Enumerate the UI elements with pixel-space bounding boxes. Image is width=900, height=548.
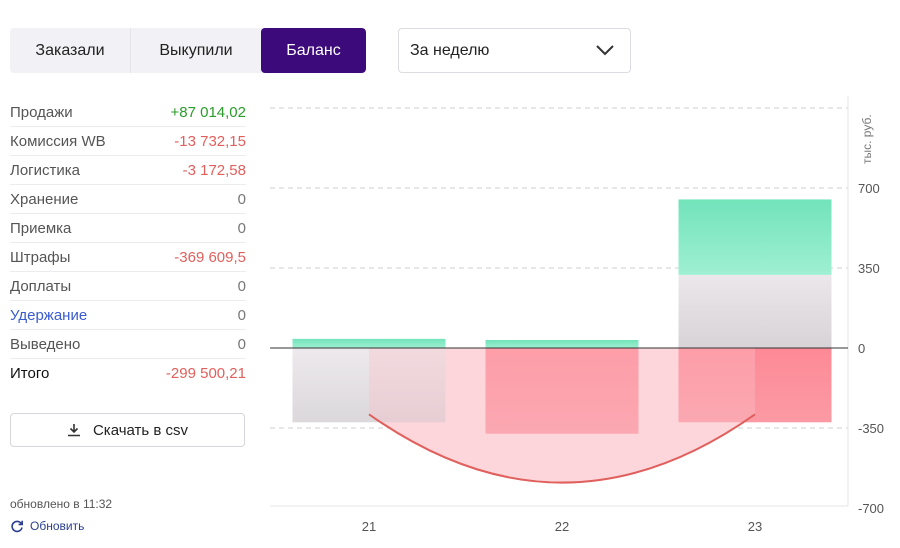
y-tick-label: -700: [858, 501, 884, 516]
y-axis-unit: тыс. руб.: [860, 108, 880, 168]
updated-time: обновлено в 11:32: [10, 497, 113, 511]
stat-value: -299 500,21: [165, 365, 246, 382]
stat-label: Выведено: [10, 335, 81, 353]
refresh-label: Обновить: [30, 519, 85, 533]
tab-bought-out[interactable]: Выкупили: [130, 28, 261, 73]
stat-value: -3 172,58: [182, 161, 246, 179]
stat-row-fines: Штрафы -369 609,5: [10, 243, 246, 272]
x-tick-label: 23: [748, 519, 762, 534]
bar-neutral: [678, 274, 832, 348]
y-axis-unit-label: тыс. руб.: [860, 114, 874, 164]
stat-value: 0: [237, 190, 246, 208]
download-csv-label: Скачать в csv: [92, 421, 189, 439]
y-tick-label: 0: [858, 341, 865, 356]
bar-positive: [292, 338, 446, 348]
stat-label: Комиссия WB: [10, 132, 106, 150]
period-select[interactable]: За неделю: [398, 28, 631, 73]
stat-label: Итого: [10, 365, 50, 382]
stat-label: Доплаты: [10, 277, 72, 295]
chevron-down-icon: [596, 45, 614, 56]
stat-value: 0: [237, 219, 246, 237]
balance-chart: 700 350 0 -350 -700 21 22 23: [270, 96, 884, 534]
view-tabs: Заказали Выкупили Баланс: [10, 28, 366, 73]
stat-label: Хранение: [10, 190, 79, 208]
stat-value: 0: [237, 335, 246, 353]
bar-positive: [485, 340, 639, 348]
bar-neutral: [292, 348, 446, 423]
deductions-link[interactable]: Удержание: [10, 306, 88, 324]
x-tick-label: 22: [555, 519, 569, 534]
curve-overlay: [369, 348, 755, 483]
period-select-value: За неделю: [410, 41, 490, 59]
y-tick-label: -350: [858, 421, 884, 436]
balance-stats: Продажи +87 014,02 Комиссия WB -13 732,1…: [10, 98, 246, 388]
stat-label: Штрафы: [10, 248, 71, 266]
stat-label: Продажи: [10, 103, 73, 121]
stat-value: 0: [237, 277, 246, 295]
stat-value: +87 014,02: [170, 103, 247, 121]
stat-row-acceptance: Приемка 0: [10, 214, 246, 243]
y-tick-label: 350: [858, 261, 880, 276]
stat-row-deductions: Удержание 0: [10, 301, 246, 330]
x-tick-label: 21: [362, 519, 376, 534]
curve-line: [368, 413, 756, 484]
stat-row-storage: Хранение 0: [10, 185, 246, 214]
bar-negative: [485, 348, 639, 434]
stat-row-surcharges: Доплаты 0: [10, 272, 246, 301]
stat-value: 0: [237, 306, 246, 324]
stat-row-sales: Продажи +87 014,02: [10, 98, 246, 127]
download-csv-button[interactable]: Скачать в csv: [10, 413, 245, 447]
y-tick-label: 700: [858, 181, 880, 196]
bar-positive: [678, 199, 832, 275]
stat-row-withdrawn: Выведено 0: [10, 330, 246, 359]
download-icon: [67, 424, 80, 437]
tab-balance[interactable]: Баланс: [261, 28, 366, 73]
stat-row-total: Итого -299 500,21: [10, 359, 246, 388]
bar-negative: [678, 348, 832, 423]
stat-row-logistics: Логистика -3 172,58: [10, 156, 246, 185]
refresh-icon: [11, 520, 23, 533]
tab-ordered[interactable]: Заказали: [35, 41, 105, 59]
stat-label: Логистика: [10, 161, 81, 179]
stat-row-commission: Комиссия WB -13 732,15: [10, 127, 246, 156]
stat-label: Приемка: [10, 219, 72, 237]
refresh-button[interactable]: Обновить: [10, 519, 84, 533]
stat-value: -369 609,5: [174, 248, 246, 266]
stat-value: -13 732,15: [174, 132, 246, 150]
